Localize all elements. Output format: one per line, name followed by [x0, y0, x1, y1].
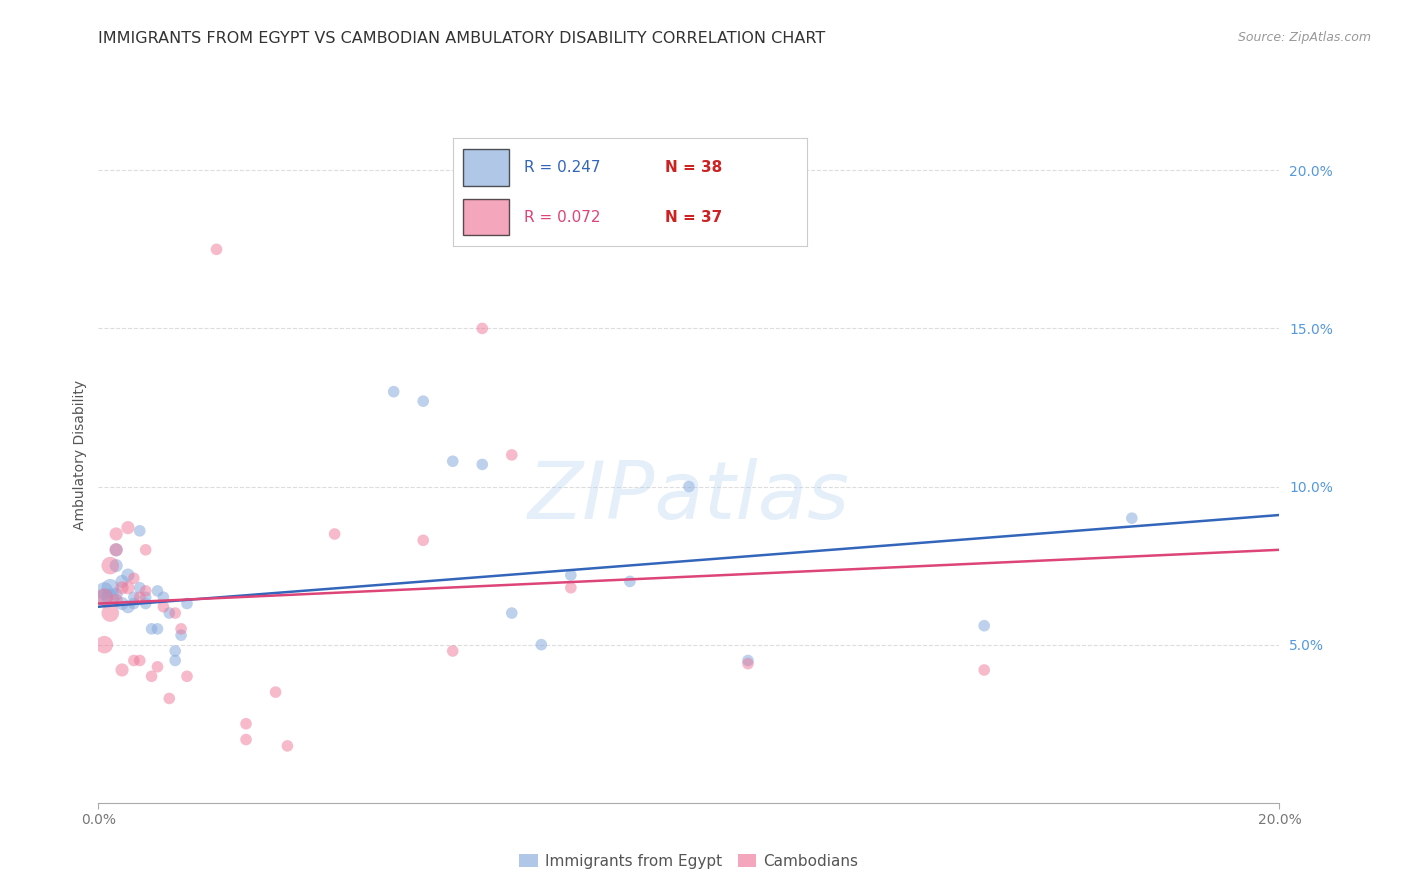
Point	[98, 606, 121, 620]
Point	[235, 716, 257, 731]
Point	[122, 571, 145, 585]
Point	[176, 669, 198, 683]
Point	[111, 574, 134, 589]
Point	[128, 581, 150, 595]
Point	[264, 685, 287, 699]
Point	[128, 524, 150, 538]
Point	[105, 593, 128, 607]
Point	[93, 638, 115, 652]
Point	[93, 591, 115, 605]
Point	[122, 653, 145, 667]
Point	[141, 622, 163, 636]
Point	[157, 691, 180, 706]
Point	[176, 597, 198, 611]
Point	[98, 581, 121, 595]
Point	[105, 558, 128, 573]
Point	[105, 527, 128, 541]
Point	[128, 591, 150, 605]
Point	[146, 583, 169, 598]
Point	[471, 321, 494, 335]
Point	[501, 606, 523, 620]
Point	[170, 622, 193, 636]
Y-axis label: Ambulatory Disability: Ambulatory Disability	[73, 380, 87, 530]
Point	[128, 653, 150, 667]
Point	[135, 583, 157, 598]
Point	[737, 653, 759, 667]
Point	[146, 660, 169, 674]
Text: IMMIGRANTS FROM EGYPT VS CAMBODIAN AMBULATORY DISABILITY CORRELATION CHART: IMMIGRANTS FROM EGYPT VS CAMBODIAN AMBUL…	[98, 31, 825, 46]
Point	[165, 606, 187, 620]
Point	[678, 479, 700, 493]
Point	[441, 454, 464, 468]
Point	[530, 638, 553, 652]
Point	[412, 394, 434, 409]
Point	[471, 458, 494, 472]
Point	[135, 591, 157, 605]
Point	[93, 583, 115, 598]
Point	[205, 243, 228, 257]
Text: ZIPatlas: ZIPatlas	[527, 458, 851, 536]
Point	[737, 657, 759, 671]
Point	[105, 542, 128, 557]
Point	[560, 568, 582, 582]
Point	[111, 663, 134, 677]
Point	[111, 597, 134, 611]
Point	[157, 606, 180, 620]
Point	[117, 581, 139, 595]
Point	[98, 558, 121, 573]
Point	[276, 739, 298, 753]
Point	[117, 568, 139, 582]
Point	[170, 628, 193, 642]
Point	[152, 591, 174, 605]
Point	[135, 542, 157, 557]
Point	[973, 663, 995, 677]
Point	[152, 599, 174, 614]
Point	[165, 653, 187, 667]
Point	[122, 597, 145, 611]
Point	[141, 669, 163, 683]
Point	[441, 644, 464, 658]
Point	[93, 591, 115, 605]
Point	[323, 527, 346, 541]
Point	[619, 574, 641, 589]
Point	[973, 618, 995, 632]
Point	[235, 732, 257, 747]
Point	[146, 622, 169, 636]
Point	[117, 521, 139, 535]
Point	[165, 644, 187, 658]
Point	[1121, 511, 1143, 525]
Point	[105, 587, 128, 601]
Point	[111, 581, 134, 595]
Legend: Immigrants from Egypt, Cambodians: Immigrants from Egypt, Cambodians	[513, 848, 865, 875]
Point	[501, 448, 523, 462]
Point	[135, 597, 157, 611]
Point	[117, 599, 139, 614]
Point	[105, 542, 128, 557]
Point	[382, 384, 405, 399]
Point	[412, 533, 434, 548]
Point	[98, 591, 121, 605]
Text: Source: ZipAtlas.com: Source: ZipAtlas.com	[1237, 31, 1371, 45]
Point	[560, 581, 582, 595]
Point	[122, 591, 145, 605]
